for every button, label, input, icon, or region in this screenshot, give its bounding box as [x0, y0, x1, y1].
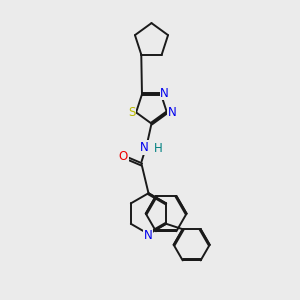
Text: N: N	[160, 87, 169, 100]
Text: N: N	[143, 229, 152, 242]
Text: N: N	[168, 106, 177, 119]
Text: O: O	[119, 150, 128, 163]
Text: N: N	[140, 141, 149, 154]
Text: S: S	[128, 106, 135, 119]
Text: H: H	[154, 142, 163, 155]
